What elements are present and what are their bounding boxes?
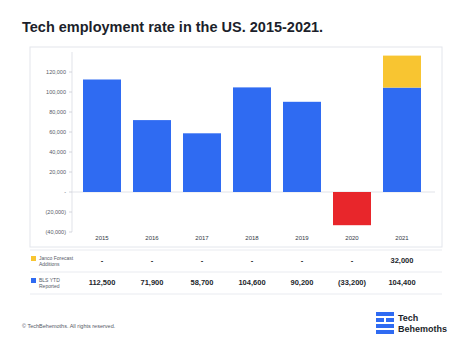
brand: Behemoths [398,324,447,334]
legend-swatch [31,278,36,283]
logo-shape [376,312,394,316]
y-tick-label: - [64,189,66,195]
y-tick-label: 60,000 [49,129,66,135]
y-tick-label: 20,000 [49,169,66,175]
bar [233,87,271,192]
table-line [30,250,442,251]
y-tick-label: 100,000 [46,89,66,95]
y-tick [69,112,72,113]
data-label: 104,400 [388,278,415,287]
y-tick [69,152,72,153]
x-tick-label: 2018 [245,235,259,241]
x-tick-label: 2021 [395,235,409,241]
x-tick-label: 2015 [95,235,109,241]
x-tick-label: 2019 [295,235,309,241]
data-label: - [301,256,304,265]
background [0,0,474,355]
y-tick-label: 80,000 [49,109,66,115]
data-label: (33,200) [338,278,366,287]
bars [83,56,421,226]
bar [183,133,221,192]
bar [83,80,121,193]
x-tick-label: 2020 [345,235,359,241]
data-label: 90,200 [291,278,314,287]
y-tick [69,172,72,173]
bar [283,102,321,192]
data-label: - [351,256,354,265]
y-tick-label: (20,000) [46,209,67,215]
data-label: - [201,256,204,265]
data-label: 58,700 [191,278,214,287]
data-label: 32,000 [391,256,414,265]
y-tick [69,232,72,233]
logo [376,312,394,334]
data-label: - [251,256,254,265]
legend-swatch [31,256,36,261]
bar [383,88,421,192]
bar [133,120,171,192]
logo-shape [376,330,394,334]
y-tick [69,72,72,73]
y-tick [69,212,72,213]
bar [383,56,421,88]
y-tick [69,192,72,193]
x-tick-label: 2016 [145,235,159,241]
logo-shape [386,318,394,322]
logo-shape [376,318,384,322]
legend-label: BLS YTDReported [39,277,60,289]
y-tick [69,132,72,133]
table-line [30,272,442,273]
brand: Tech [398,313,418,323]
y-tick-label: 40,000 [49,149,66,155]
legend-label-line: Reported [39,283,60,289]
x-tick-label: 2017 [195,235,209,241]
footer: © TechBehemoths. All rights reserved. [22,323,116,329]
y-tick [69,92,72,93]
y-axis [72,52,73,232]
bar [333,192,371,225]
data-label: - [151,256,154,265]
y-tick-label: 120,000 [46,69,66,75]
chart-frame [30,47,442,247]
data-label: 104,600 [238,278,265,287]
legend-label-line: Additions [39,261,60,267]
y-tick-label: (40,000) [46,229,67,235]
data-label: 71,900 [141,278,164,287]
chart: Tech employment rate in the US. 2015-202… [0,0,474,355]
table-line [30,294,442,295]
logo-shape [376,324,394,328]
data-label: - [101,256,104,265]
title: Tech employment rate in the US. 2015-202… [22,19,323,35]
data-label: 112,500 [89,278,116,287]
legend-label: Janco ForecastAdditions [39,255,74,267]
